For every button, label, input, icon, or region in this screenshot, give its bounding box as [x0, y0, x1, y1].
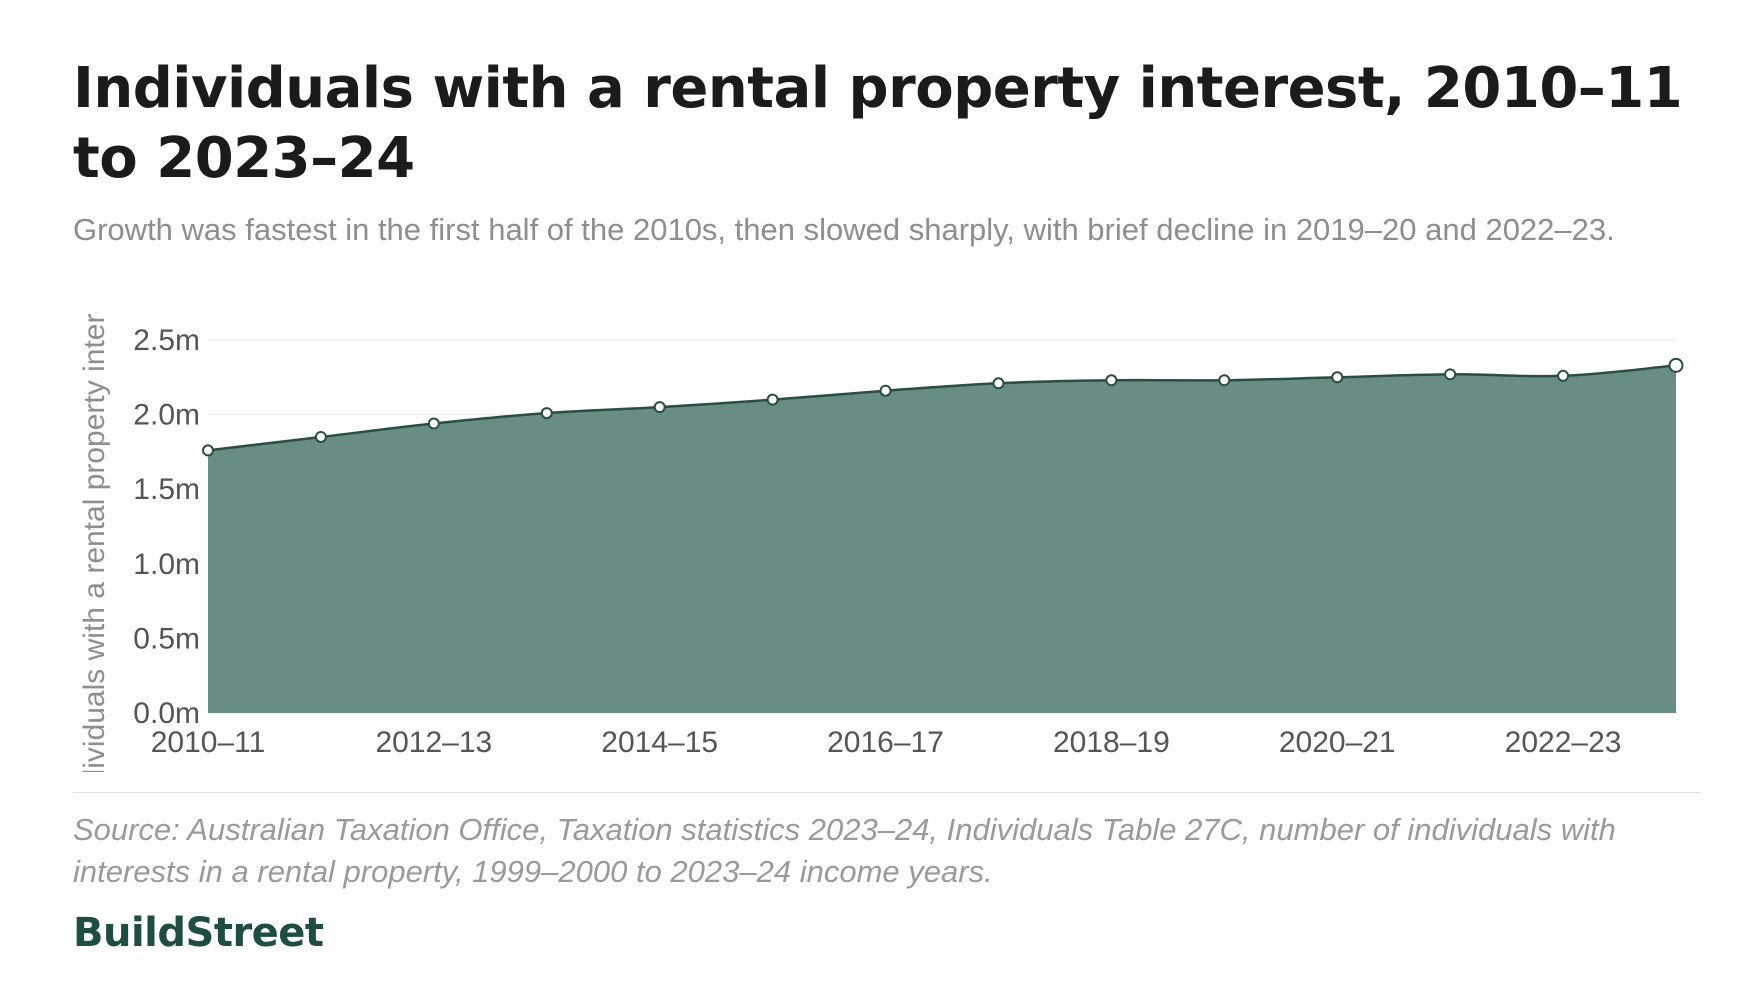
- y-axis-label: Individuals with a rental property inter…: [78, 273, 111, 790]
- data-point[interactable]: [879, 384, 892, 397]
- source-note: Source: Australian Taxation Office, Taxa…: [73, 812, 1616, 889]
- area-fill: [208, 365, 1676, 713]
- area-series: [202, 357, 1684, 713]
- data-point[interactable]: [427, 417, 440, 430]
- divider: [73, 792, 1701, 793]
- data-point[interactable]: [314, 430, 327, 443]
- chart-subtitle: Growth was fastest in the first half of …: [73, 212, 1615, 247]
- data-point[interactable]: [540, 407, 553, 420]
- data-point[interactable]: [1444, 368, 1457, 381]
- y-tick-label: 2.5m: [133, 324, 200, 357]
- data-point[interactable]: [653, 401, 666, 414]
- x-tick-label: 2018–19: [1053, 726, 1170, 759]
- y-tick-label: 0.0m: [133, 697, 200, 730]
- data-point[interactable]: [992, 377, 1005, 390]
- y-tick-label: 1.5m: [133, 473, 200, 506]
- y-axis: 0.0m 0.5m 1.0m 1.5m 2.0m 2.5m: [133, 324, 200, 730]
- x-tick-label: 2012–13: [375, 726, 492, 759]
- x-tick-label: 2016–17: [827, 726, 944, 759]
- x-tick-label: 2014–15: [601, 726, 718, 759]
- y-tick-label: 0.5m: [133, 622, 200, 655]
- area-chart: 0.0m0.5m1.0m1.5m2.0m2.5m 2010–11 2012–13 2…: [78, 273, 1684, 790]
- brand-logo: BuildStreet: [73, 910, 324, 956]
- data-point[interactable]: [202, 444, 214, 457]
- data-point[interactable]: [1105, 374, 1118, 387]
- y-tick-label: 1.0m: [133, 548, 200, 581]
- y-tick-label: 2.0m: [133, 399, 200, 432]
- series-line: [207, 364, 1677, 452]
- data-point[interactable]: [1218, 374, 1231, 387]
- x-axis: 2010–11 2012–13 2014–15 2016–17 2018–19 2020–…: [151, 726, 1622, 759]
- x-tick-label: 2010–11: [151, 726, 266, 759]
- data-point[interactable]: [1331, 371, 1344, 384]
- chart-title: Individuals with a rental property inter…: [73, 56, 1683, 191]
- data-point[interactable]: [1668, 357, 1684, 373]
- x-tick-label: 2020–21: [1279, 726, 1396, 759]
- data-point[interactable]: [766, 393, 779, 406]
- data-point[interactable]: [1557, 369, 1570, 382]
- x-tick-label: 2022–23: [1505, 726, 1622, 759]
